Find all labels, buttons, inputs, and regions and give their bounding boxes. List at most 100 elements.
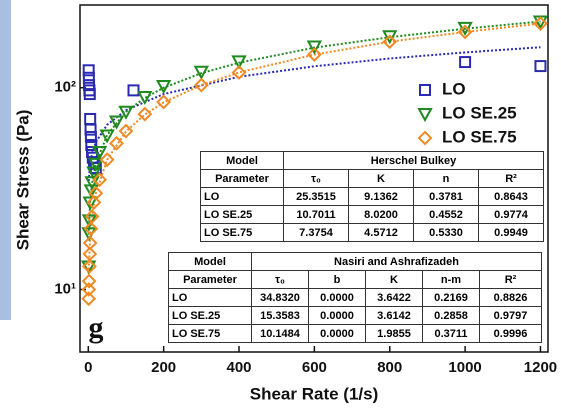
table-cell: 9.1362 xyxy=(348,187,414,206)
x-tick-label: 800 xyxy=(377,359,402,376)
table-cell: LO xyxy=(168,288,252,307)
marker xyxy=(99,152,115,168)
marker xyxy=(82,235,98,251)
y-axis-label: Shear Stress (Pa) xyxy=(13,110,32,251)
table-cell: 0.9949 xyxy=(478,223,544,242)
marker xyxy=(82,64,95,77)
marker xyxy=(533,16,548,31)
table-cell: LO xyxy=(200,187,284,206)
table-cell: 0.0000 xyxy=(308,306,366,325)
panel-label: g xyxy=(89,311,104,344)
table-cell: Herschel Bulkey xyxy=(283,151,544,170)
marker xyxy=(82,259,97,274)
marker xyxy=(88,157,104,172)
table-cell: 0.8826 xyxy=(479,288,542,307)
legend-marker xyxy=(417,108,433,123)
table-cell: 0.5330 xyxy=(413,223,479,242)
marker xyxy=(156,94,172,110)
x-tick-label: 0 xyxy=(84,359,92,376)
table-cell: Nasiri and Ashrafizadeh xyxy=(251,252,542,271)
marker xyxy=(81,282,97,297)
table-cell: R² xyxy=(479,270,542,289)
table-cell: 0.3781 xyxy=(413,187,479,206)
marker xyxy=(85,139,98,152)
marker xyxy=(83,221,99,237)
table-cell: K xyxy=(365,270,423,289)
table-cell: 3.6422 xyxy=(365,288,423,307)
x-tick-label: 1000 xyxy=(448,359,481,376)
marker xyxy=(92,172,108,188)
table-cell: 0.8643 xyxy=(478,187,544,206)
fit-line xyxy=(87,22,541,274)
table-cell: 3.6142 xyxy=(365,306,423,325)
x-tick-label: 200 xyxy=(151,359,176,376)
marker xyxy=(382,30,398,45)
marker xyxy=(84,112,97,125)
table-cell: LO SE.25 xyxy=(168,306,252,325)
table-cell: τ₀ xyxy=(251,270,309,289)
table-cell: 0.9774 xyxy=(478,205,544,224)
x-axis-label: Shear Rate (1/s) xyxy=(250,384,379,403)
table-cell: 0.9797 xyxy=(479,306,542,325)
marker xyxy=(84,209,100,224)
legend-marker xyxy=(417,130,433,146)
marker xyxy=(83,88,96,101)
edge-strip xyxy=(0,0,11,320)
table-cell: Model xyxy=(168,252,252,271)
table-cell: 0.0000 xyxy=(308,324,366,343)
marker xyxy=(155,79,172,95)
table-cell: LO SE.75 xyxy=(200,223,284,242)
table-cell: 1.9855 xyxy=(365,324,423,343)
y-tick-label: 10² xyxy=(54,79,76,96)
table-cell: n-m xyxy=(422,270,480,289)
x-tick-label: 1200 xyxy=(524,359,557,376)
marker xyxy=(457,24,473,40)
table-cell: 8.0200 xyxy=(348,205,414,224)
legend-label: LO SE.25 xyxy=(442,103,517,122)
marker xyxy=(137,90,153,106)
marker xyxy=(99,129,115,144)
table-cell: 15.3583 xyxy=(251,306,309,325)
marker xyxy=(109,135,124,151)
table-cell: Model xyxy=(200,151,284,170)
legend-marker xyxy=(419,84,431,96)
marker xyxy=(118,105,134,120)
marker xyxy=(459,56,472,69)
table-cell: τ₀ xyxy=(283,169,349,188)
legend-label: LO SE.75 xyxy=(442,127,517,146)
fit-table: Model Nasiri and Ashrafizadeh Parameter τ₀ b… xyxy=(168,252,542,343)
table-cell: 0.2858 xyxy=(422,306,480,325)
marker xyxy=(306,47,322,62)
marker xyxy=(84,123,97,136)
table-cell: 10.7011 xyxy=(283,205,349,224)
table-cell: 34.8320 xyxy=(251,288,309,307)
table-cell: 25.3515 xyxy=(283,187,349,206)
table-cell: LO SE.25 xyxy=(200,205,284,224)
table-cell: 0.2169 xyxy=(422,288,480,307)
table-cell: n xyxy=(413,169,479,188)
marker xyxy=(81,273,97,289)
marker xyxy=(82,246,98,262)
x-tick-label: 400 xyxy=(226,359,251,376)
table-cell: K xyxy=(348,169,414,188)
marker xyxy=(231,55,247,70)
table-cell: 0.0000 xyxy=(308,288,366,307)
legend-label: LO xyxy=(442,79,466,98)
marker xyxy=(86,195,102,210)
table-cell: Parameter xyxy=(168,270,252,289)
marker xyxy=(193,65,210,80)
fit-line xyxy=(87,20,541,235)
table-cell: 4.5712 xyxy=(348,223,414,242)
x-tick-label: 600 xyxy=(302,359,327,376)
marker xyxy=(118,123,134,139)
y-tick-label: 10¹ xyxy=(54,280,76,297)
marker xyxy=(108,115,125,130)
marker xyxy=(193,77,209,93)
table-cell: 10.1484 xyxy=(251,324,309,343)
table-cell: b xyxy=(308,270,366,289)
marker xyxy=(81,291,97,307)
table-cell: 0.3711 xyxy=(422,324,480,343)
marker xyxy=(82,71,95,84)
marker xyxy=(88,185,104,201)
marker xyxy=(137,106,153,122)
